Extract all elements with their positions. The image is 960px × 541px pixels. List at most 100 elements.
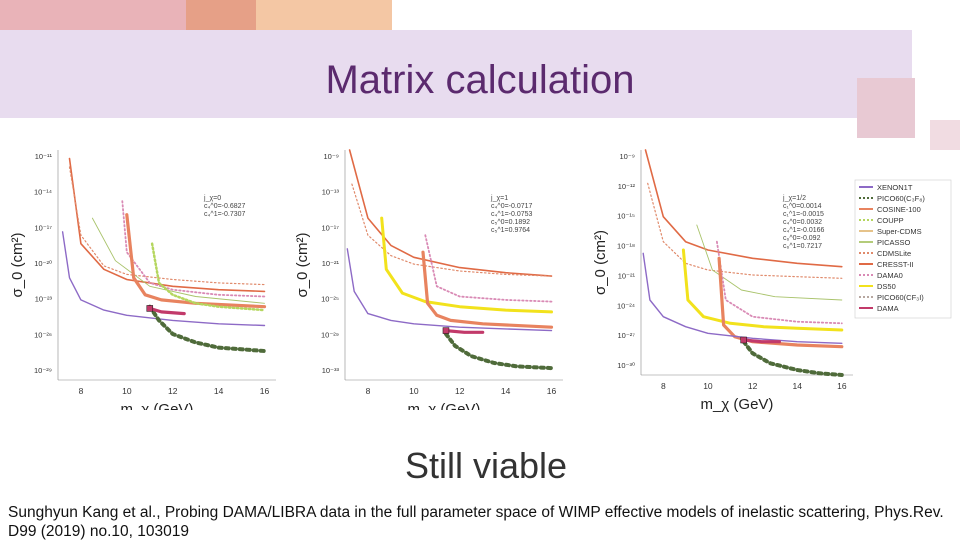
coupling-annotation: c₄^1=-0.0166 xyxy=(783,227,824,234)
y-tick-label: 10⁻²⁶ xyxy=(34,330,52,339)
series-line xyxy=(696,224,843,301)
chart-jx-0: 10⁻¹¹ 10⁻¹⁴ 10⁻¹⁷ 10⁻²⁰ 10⁻²³ 10⁻²⁶ 10⁻²⁹ 8 10 12… xyxy=(9,150,276,410)
x-tick-label: 8 xyxy=(366,386,371,396)
series-line xyxy=(644,149,843,268)
series-line xyxy=(681,248,844,332)
series-line xyxy=(741,339,844,377)
coupling-annotation: j_χ=1 xyxy=(490,195,508,202)
series-line xyxy=(351,183,553,277)
series-line xyxy=(148,306,186,316)
dama-marker xyxy=(442,327,450,334)
y-tick-label: 10⁻¹¹ xyxy=(35,152,53,161)
y-tick-label: 10⁻¹⁴ xyxy=(34,188,52,197)
series-line xyxy=(742,338,781,344)
series-line xyxy=(444,329,485,334)
x-tick-label: 10 xyxy=(122,386,132,396)
series-line xyxy=(68,166,266,286)
legend-box xyxy=(854,179,952,319)
plot-panel-1: 10⁻¹¹ 10⁻¹⁴ 10⁻¹⁷ 10⁻²⁰ 10⁻²³ 10⁻²⁶ 10⁻²⁹ 8 10 12… xyxy=(0,140,285,410)
dama-marker xyxy=(740,336,747,344)
x-tick-label: 8 xyxy=(79,386,84,396)
coupling-annotation: c₄^1=-0.0753 xyxy=(491,211,532,218)
series-line xyxy=(642,252,843,345)
series-line xyxy=(91,217,265,304)
legend-entry: CDMSLite xyxy=(877,249,911,258)
x-tick-label: 16 xyxy=(260,386,270,396)
legend-entry: Super-CDMS xyxy=(877,227,922,236)
y-tick-label: 10⁻²⁷ xyxy=(617,331,635,340)
coupling-annotation: j_χ=0 xyxy=(203,195,221,202)
coupling-annotation: c₅^1=0.9764 xyxy=(491,227,530,234)
coupling-annotation: c₅^0=0.1892 xyxy=(491,219,530,226)
y-tick-label: 10⁻¹³ xyxy=(322,188,340,197)
chart-jx-1: 10⁻⁹ 10⁻¹³ 10⁻¹⁷ 10⁻²¹ 10⁻²⁵ 10⁻²⁹ 10⁻³³ 8 10 12 1… xyxy=(294,149,563,410)
legend-entry: PICASSO xyxy=(877,238,911,247)
x-tick-label: 14 xyxy=(214,386,224,396)
y-tick-label: 10⁻³⁰ xyxy=(617,361,635,370)
y-tick-label: 10⁻³³ xyxy=(322,366,340,375)
coupling-annotation: c₄^0=-0.6827 xyxy=(204,203,245,210)
coupling-annotation: c₁^0=0.0014 xyxy=(783,203,822,210)
coupling-annotation: c₄^1=-0.7307 xyxy=(204,211,245,218)
series-line xyxy=(147,304,267,353)
legend-entry: CRESST-II xyxy=(877,260,914,269)
series-line xyxy=(715,240,843,325)
coupling-annotation: j_χ=1/2 xyxy=(782,195,806,202)
x-tick-label: 16 xyxy=(547,386,557,396)
y-axis-label: σ_0 (cm²) xyxy=(294,232,311,297)
y-tick-label: 10⁻²⁰ xyxy=(34,259,52,268)
y-axis-label: σ_0 (cm²) xyxy=(592,230,609,295)
title-band xyxy=(0,30,912,118)
y-tick-label: 10⁻²¹ xyxy=(618,271,636,280)
x-tick-label: 10 xyxy=(409,386,419,396)
series-line xyxy=(68,157,266,293)
slide-subtitle: Still viable xyxy=(404,445,568,486)
x-axis-label: m_χ (GeV) xyxy=(121,401,194,410)
series-line xyxy=(717,256,844,349)
x-tick-label: 14 xyxy=(501,386,511,396)
coupling-annotation: c₄^0=0.0032 xyxy=(783,219,822,226)
series-line xyxy=(424,234,553,303)
coupling-annotation: c₄^0=-0.0717 xyxy=(491,203,532,210)
y-tick-label: 10⁻²⁵ xyxy=(321,295,339,304)
series-line xyxy=(150,242,266,312)
plot-panel-3: 10⁻⁹ 10⁻¹² 10⁻¹⁵ 10⁻¹⁸ 10⁻²¹ 10⁻²⁴ 10⁻²⁷ 10⁻³⁰ 8… xyxy=(583,140,953,415)
y-tick-label: 10⁻²¹ xyxy=(322,259,340,268)
coupling-annotation: c₁^1=-0.0015 xyxy=(783,211,824,218)
x-axis-label: m_χ (GeV) xyxy=(701,396,774,413)
legend-entry: COSINE-100 xyxy=(877,205,921,214)
legend-entry: PICO60(C₃F₈) xyxy=(877,194,925,203)
y-tick-label: 10⁻⁹ xyxy=(323,152,339,161)
series-line xyxy=(444,332,554,371)
series-line xyxy=(346,248,553,332)
y-tick-label: 10⁻¹² xyxy=(618,182,636,191)
legend-entry: XENON1T xyxy=(877,183,913,192)
y-tick-label: 10⁻²³ xyxy=(35,295,53,304)
slide-title: Matrix calculation xyxy=(325,58,635,102)
legend-entry: DAMA xyxy=(877,304,899,313)
y-tick-label: 10⁻¹⁸ xyxy=(617,242,635,251)
series-line xyxy=(348,149,553,277)
chart-jx-half: 10⁻⁹ 10⁻¹² 10⁻¹⁵ 10⁻¹⁸ 10⁻²¹ 10⁻²⁴ 10⁻²⁷ 10⁻³⁰ 8… xyxy=(592,149,952,413)
series-line xyxy=(421,250,554,329)
series-line xyxy=(61,231,266,327)
y-tick-label: 10⁻²⁹ xyxy=(34,366,52,375)
y-axis-label: σ_0 (cm²) xyxy=(9,232,26,297)
dama-marker xyxy=(146,305,154,312)
legend-entry: PICO60(CF₃I) xyxy=(877,293,924,302)
legend-entry: DS50 xyxy=(877,282,896,291)
deco-square xyxy=(857,78,915,138)
x-tick-label: 16 xyxy=(837,381,847,391)
coupling-annotation: c₆^0=-0.092 xyxy=(783,235,821,242)
legend-entry: COUPP xyxy=(877,216,904,225)
deco-square-small xyxy=(930,120,960,150)
legend-entry: DAMA0 xyxy=(877,271,903,280)
x-axis-label: m_χ (GeV) xyxy=(408,401,481,410)
deco-block-pink xyxy=(0,0,186,34)
x-tick-label: 10 xyxy=(703,381,713,391)
series-line xyxy=(380,216,553,314)
y-tick-label: 10⁻²⁴ xyxy=(617,301,635,310)
y-tick-label: 10⁻²⁹ xyxy=(321,330,339,339)
series-line xyxy=(647,182,843,279)
x-tick-label: 12 xyxy=(455,386,465,396)
